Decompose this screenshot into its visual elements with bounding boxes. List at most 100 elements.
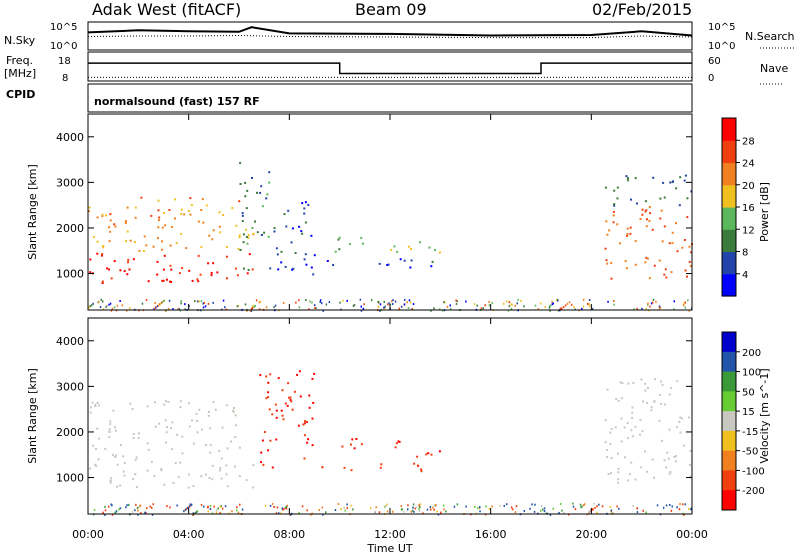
y-tick-label: 3000 xyxy=(56,380,84,393)
colorbar-swatch xyxy=(722,450,736,471)
heat-cell xyxy=(624,456,626,459)
heat-cell xyxy=(394,300,397,303)
heat-cell xyxy=(319,299,322,302)
heat-cell xyxy=(123,270,126,273)
heat-cell xyxy=(292,267,295,270)
beam-title: Beam 09 xyxy=(355,0,427,19)
heat-cell xyxy=(442,504,445,507)
heat-cell xyxy=(432,506,434,509)
heat-cell xyxy=(188,425,191,428)
heat-cell xyxy=(219,512,221,515)
power-panel: 1000 2000 3000 4000 Slant Range [km] 4 8 12 16… xyxy=(26,113,771,312)
heat-cell xyxy=(239,503,241,506)
x-tick-label: 12:00 xyxy=(374,528,406,541)
heat-cell xyxy=(660,209,663,212)
heat-cell xyxy=(438,308,441,311)
heat-cell xyxy=(101,280,104,283)
heat-cell xyxy=(238,234,241,237)
heat-cell xyxy=(275,512,278,515)
heat-cell xyxy=(672,180,674,183)
heat-cell xyxy=(259,191,262,194)
heat-cell xyxy=(678,204,681,207)
colorbar-tick-label: -200 xyxy=(742,486,765,497)
heat-cell xyxy=(247,269,250,271)
heat-cell xyxy=(157,226,160,229)
heat-cell xyxy=(169,244,172,247)
colorbar-tick-label: 4 xyxy=(742,270,748,281)
heat-cell xyxy=(309,300,311,303)
heat-cell xyxy=(419,241,422,244)
heat-cell xyxy=(231,510,233,513)
heat-cell xyxy=(370,299,373,302)
heat-cell xyxy=(122,455,125,458)
heat-cell xyxy=(306,441,309,444)
heat-cell xyxy=(346,503,348,506)
heat-cell xyxy=(212,262,215,265)
heat-cell xyxy=(632,381,635,384)
heat-cell xyxy=(664,403,666,406)
heat-cell xyxy=(302,423,305,426)
heat-cell xyxy=(540,505,543,508)
heat-cell xyxy=(236,274,239,277)
heat-cell xyxy=(97,404,100,407)
heat-cell xyxy=(88,210,90,213)
freq-right-tick-top: 60 xyxy=(708,56,721,67)
heat-cell xyxy=(412,506,414,509)
heat-cell xyxy=(187,210,190,212)
heat-cell xyxy=(403,303,406,306)
heat-cell xyxy=(273,306,275,309)
heat-cell xyxy=(153,307,156,310)
date-title: 02/Feb/2015 xyxy=(592,0,692,19)
heat-cell xyxy=(398,440,401,443)
heat-cell xyxy=(313,254,316,257)
heat-cell xyxy=(239,161,242,164)
heat-cell xyxy=(407,307,410,309)
heat-cell xyxy=(689,449,692,452)
heat-cell xyxy=(101,254,103,257)
heat-cell xyxy=(676,250,679,253)
heat-cell xyxy=(220,477,223,480)
heat-cell xyxy=(688,416,690,419)
heat-cell xyxy=(474,505,476,508)
heat-cell xyxy=(679,431,682,434)
heat-cell xyxy=(245,207,248,210)
heat-cell xyxy=(629,473,631,476)
heat-cell xyxy=(418,507,420,510)
heat-cell xyxy=(96,427,99,430)
heat-cell xyxy=(310,234,313,237)
heat-cell xyxy=(280,409,283,412)
heat-cell xyxy=(675,455,678,458)
heat-cell xyxy=(119,484,122,487)
heat-cell xyxy=(548,306,551,309)
heat-cell xyxy=(311,444,314,447)
heat-cell xyxy=(348,243,351,246)
heat-cell xyxy=(132,258,135,261)
heat-cell xyxy=(123,474,126,477)
heat-cell xyxy=(619,242,622,245)
heat-cell xyxy=(254,220,256,223)
heat-cell xyxy=(645,225,648,228)
colorbar-swatch xyxy=(722,371,736,392)
colorbar-swatch xyxy=(722,251,736,275)
heat-cell xyxy=(455,299,457,302)
heat-cell xyxy=(639,218,642,220)
heat-cell xyxy=(126,504,128,507)
heat-cell xyxy=(418,510,421,512)
heat-cell xyxy=(314,304,316,307)
heat-cell xyxy=(214,408,217,411)
heat-cell xyxy=(241,214,244,217)
heat-cell xyxy=(113,223,116,226)
heat-cell xyxy=(113,260,116,263)
heat-cell xyxy=(572,502,574,505)
heat-cell xyxy=(149,505,151,508)
heat-cell xyxy=(505,300,508,303)
heat-cell xyxy=(190,503,193,506)
heat-cell xyxy=(658,419,661,422)
heat-cell xyxy=(260,185,263,188)
heat-cell xyxy=(102,246,105,249)
heat-cell xyxy=(420,470,423,473)
heat-cell xyxy=(604,186,607,189)
heat-cell xyxy=(312,273,315,276)
heat-cell xyxy=(631,416,634,419)
heat-cell xyxy=(225,464,228,467)
